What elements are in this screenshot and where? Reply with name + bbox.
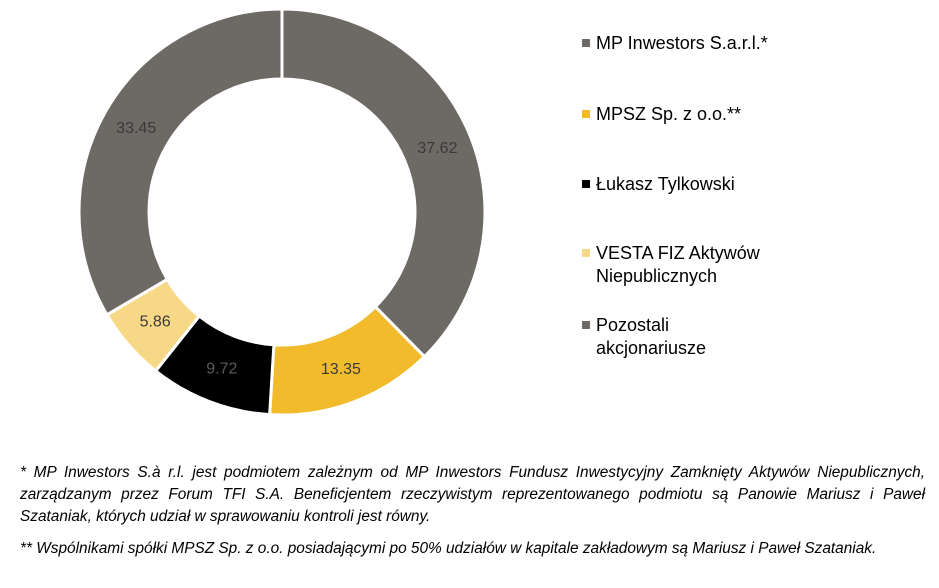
donut-data-labels: 37.62 13.35 9.72 5.86 33.45 bbox=[116, 120, 457, 378]
legend-swatch bbox=[582, 249, 590, 257]
slice-mp-inwestors-s-a-r-l bbox=[280, 7, 487, 359]
slice-pozostali-akcjonariusze bbox=[77, 7, 284, 317]
legend-label: akcjonariusze bbox=[596, 338, 706, 358]
footnotes: * MP Inwestors S.à r.l. jest podmiotem z… bbox=[20, 462, 925, 570]
data-label-lukasz-tylkowski: 9.72 bbox=[206, 360, 237, 377]
chart-legend: MP Inwestors S.a.r.l.* MPSZ Sp. z o.o.** Ł… bbox=[582, 33, 768, 358]
legend-entry-pozostali-akcjonariusze: Pozostali akcjonariusze bbox=[582, 315, 706, 358]
legend-swatch bbox=[582, 321, 590, 329]
data-label-mp-inwestors-s-a-r-l: 37.62 bbox=[417, 140, 457, 157]
legend-label: MP Inwestors S.a.r.l.* bbox=[596, 33, 768, 53]
legend-swatch bbox=[582, 180, 590, 188]
legend-swatch bbox=[582, 39, 590, 47]
legend-entry-lukasz-tylkowski: Łukasz Tylkowski bbox=[582, 174, 735, 194]
legend-entry-vesta-fiz-aktywow-niepublicznych: VESTA FIZ Aktywów Niepublicznych bbox=[582, 243, 761, 286]
data-label-mpsz-sp-z-o-o: 13.35 bbox=[321, 361, 361, 378]
legend-label: MPSZ Sp. z o.o.** bbox=[596, 104, 741, 124]
legend-entry-mp-inwestors-s-a-r-l: MP Inwestors S.a.r.l.* bbox=[582, 33, 768, 53]
legend-label: VESTA FIZ Aktywów bbox=[596, 243, 761, 263]
data-label-vesta-fiz-aktywow-niepublicznych: 5.86 bbox=[140, 314, 171, 331]
legend-label: Łukasz Tylkowski bbox=[596, 174, 735, 194]
data-label-pozostali-akcjonariusze: 33.45 bbox=[116, 120, 156, 137]
legend-label: Niepublicznych bbox=[596, 266, 717, 286]
footnote-mpsz: ** Wspólnikami spółki MPSZ Sp. z o.o. po… bbox=[20, 540, 877, 557]
donut-slices bbox=[77, 7, 487, 417]
legend-entry-mpsz-sp-z-o-o: MPSZ Sp. z o.o.** bbox=[582, 104, 741, 124]
footnote-mp-inwestors: * MP Inwestors S.à r.l. jest podmiotem z… bbox=[20, 464, 925, 525]
legend-swatch bbox=[582, 110, 590, 118]
legend-label: Pozostali bbox=[596, 315, 669, 335]
